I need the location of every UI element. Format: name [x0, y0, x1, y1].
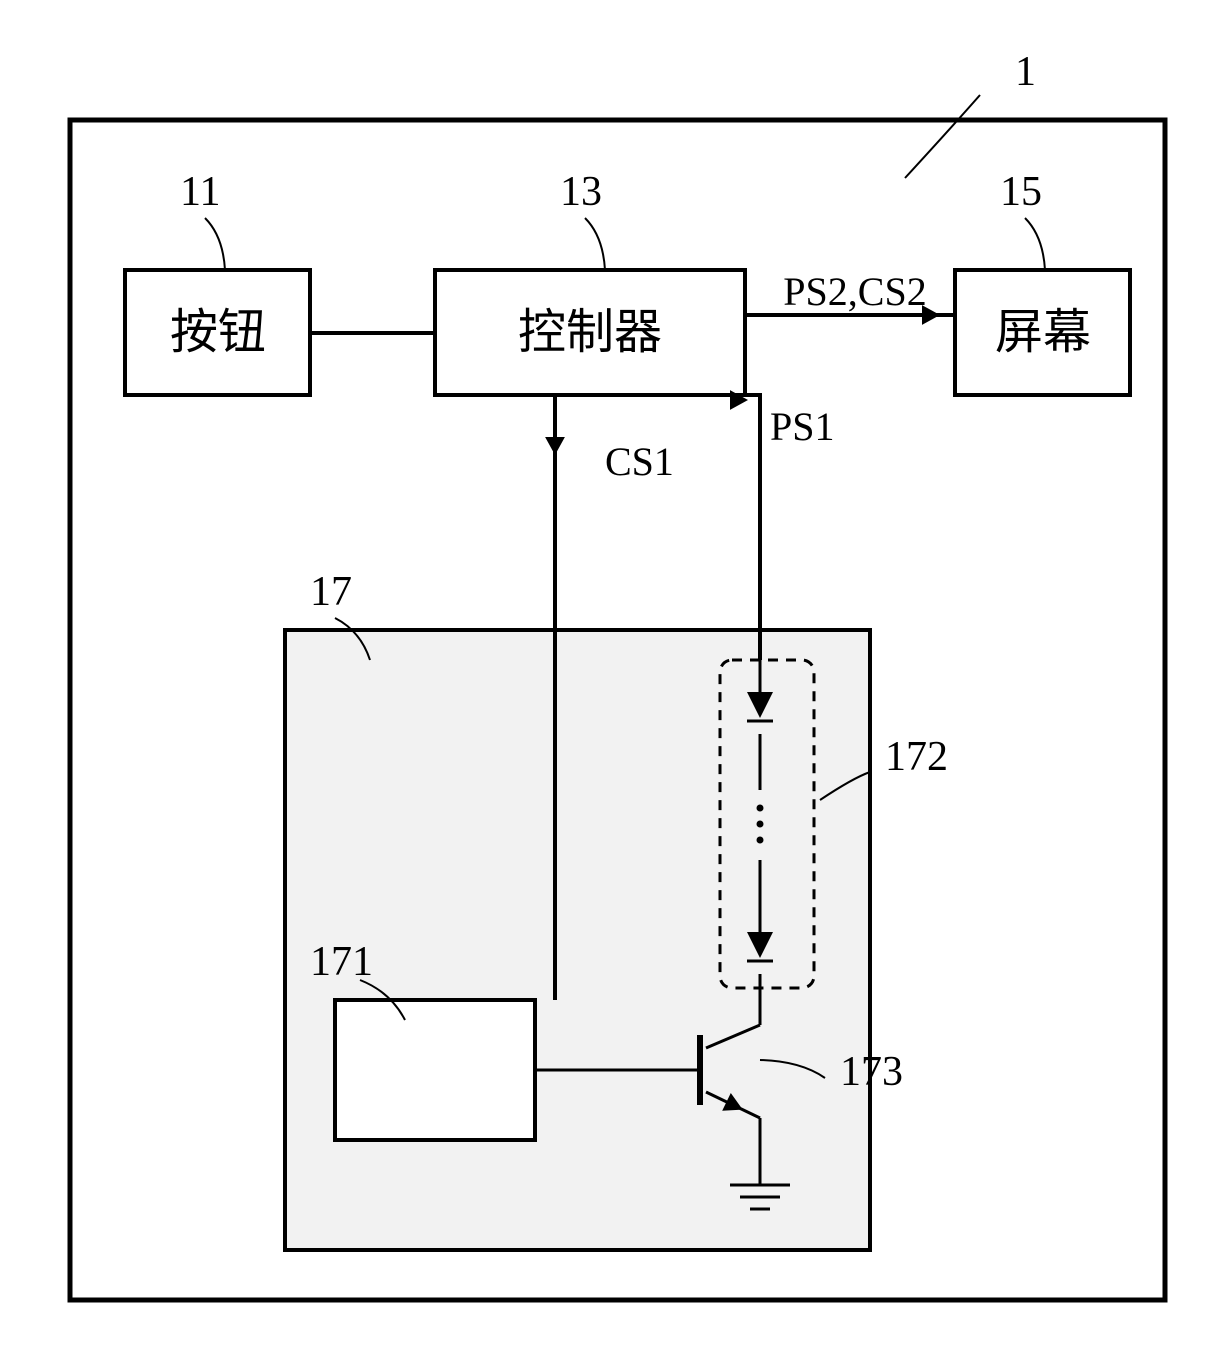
- signal-ps1: PS1: [770, 404, 835, 449]
- ref-controller: 13: [560, 169, 602, 215]
- driver-block: [335, 1000, 535, 1140]
- ref-button: 11: [180, 169, 220, 215]
- button-label: 按钮: [170, 306, 266, 359]
- ellipsis-dot: [757, 821, 764, 828]
- signal-cs1: CS1: [605, 439, 674, 484]
- ref-driver: 171: [310, 939, 373, 985]
- ref-backlight: 17: [310, 569, 352, 615]
- ref-system: 1: [1015, 49, 1036, 95]
- ref-transistor: 173: [840, 1049, 903, 1095]
- ellipsis-dot: [757, 805, 764, 812]
- screen-label: 屏幕: [995, 306, 1091, 359]
- ellipsis-dot: [757, 837, 764, 844]
- controller-label: 控制器: [518, 306, 662, 359]
- ref-leds: 172: [885, 734, 948, 780]
- signal-ps2-cs2: PS2,CS2: [783, 269, 926, 314]
- ref-screen: 15: [1000, 169, 1042, 215]
